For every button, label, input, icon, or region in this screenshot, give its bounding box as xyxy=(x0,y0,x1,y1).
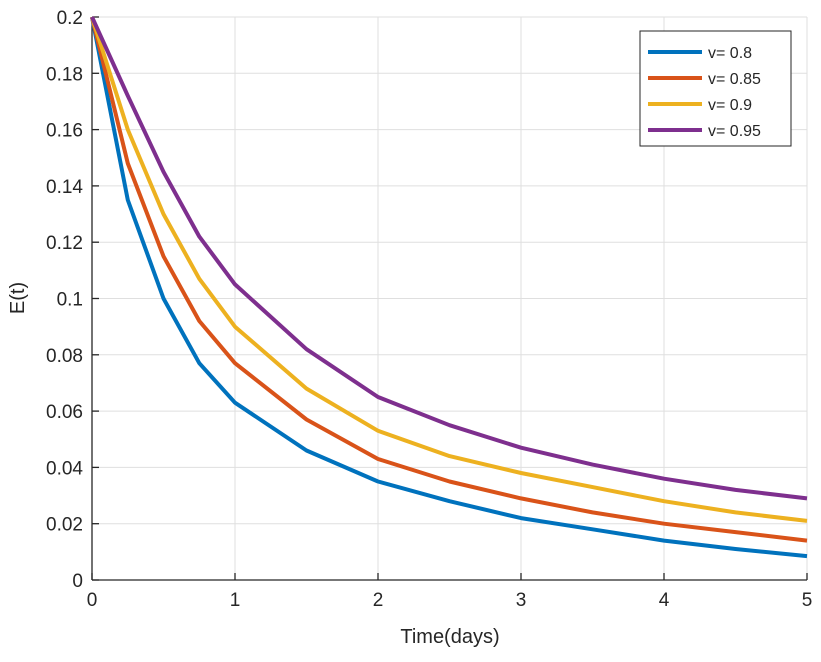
y-tick-label: 0.08 xyxy=(46,346,83,367)
x-tick-label: 3 xyxy=(516,590,527,611)
legend: v= 0.8 v= 0.85 v= 0.9 v= 0.95 xyxy=(639,30,792,147)
y-tick-label: 0 xyxy=(72,571,83,592)
x-tick-label: 1 xyxy=(230,590,241,611)
series-line-3 xyxy=(90,16,808,501)
legend-label: v= 0.8 xyxy=(708,45,752,62)
legend-label: v= 0.9 xyxy=(708,97,752,114)
series-lines xyxy=(90,16,808,559)
y-tick-label: 0.16 xyxy=(46,121,83,142)
y-tick-label: 0.12 xyxy=(46,233,83,254)
y-tick-label: 0.18 xyxy=(46,64,83,85)
x-tick-label: 2 xyxy=(373,590,384,611)
legend-label: v= 0.95 xyxy=(708,123,761,140)
legend-label: v= 0.85 xyxy=(708,71,761,88)
y-tick-label: 0.02 xyxy=(46,515,83,536)
y-axis-label: E(t) xyxy=(7,282,29,314)
x-tick-label: 0 xyxy=(87,590,98,611)
series-line-2 xyxy=(90,16,808,523)
series-line-0 xyxy=(90,16,808,559)
grid xyxy=(91,16,808,581)
x-tick-label: 5 xyxy=(802,590,813,611)
x-axis-label: Time(days) xyxy=(400,626,499,648)
y-tick-label: 0.06 xyxy=(46,402,83,423)
y-tick-label: 0.2 xyxy=(57,8,83,29)
y-tick-label: 0.1 xyxy=(57,290,83,311)
axes: 0 1 2 3 4 5 0 0.02 0.04 0.06 0.08 0.1 0.12 0.14 0.16 0.… xyxy=(46,8,812,611)
y-tick-label: 0.04 xyxy=(46,458,83,479)
series-line-1 xyxy=(90,16,808,543)
y-tick-label: 0.14 xyxy=(46,177,83,198)
x-tick-label: 4 xyxy=(659,590,670,611)
